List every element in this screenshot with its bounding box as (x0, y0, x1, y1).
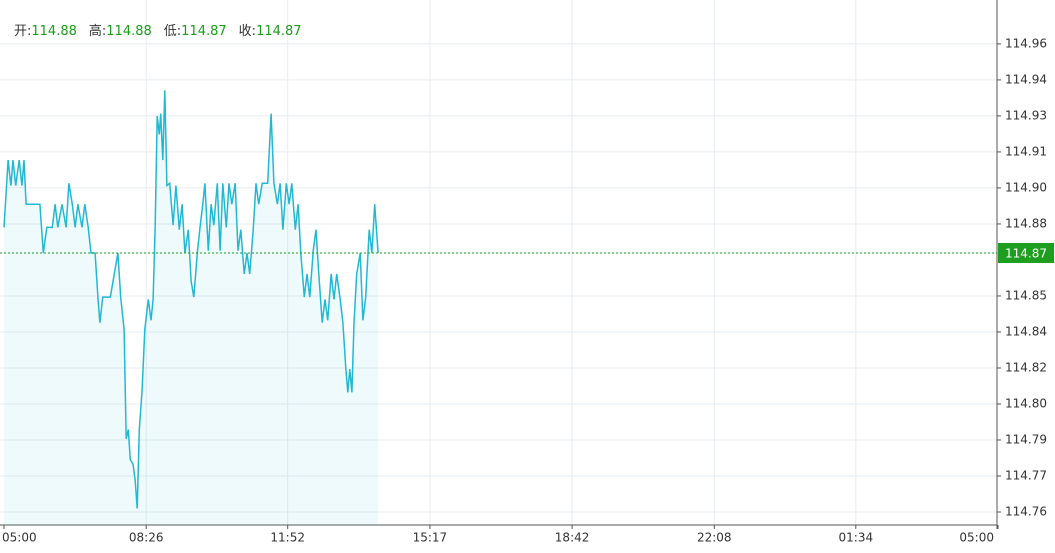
y-tick-label: 114.94 (1005, 72, 1047, 86)
x-tick-label: 01:34 (839, 531, 874, 545)
x-tick-label: 08:26 (129, 531, 164, 545)
ohlc-value: 114.87 (181, 24, 227, 39)
y-tick-label: 114.82 (1005, 360, 1047, 374)
current-price-box (998, 242, 1054, 263)
x-tick-label: 11:52 (270, 531, 305, 545)
ohlc-item: 收:114.87 (239, 20, 302, 39)
y-tick-label: 114.90 (1005, 180, 1047, 194)
current-price-label: 114.87 (1005, 246, 1047, 260)
y-tick-label: 114.76 (1005, 504, 1047, 518)
ohlc-value: 114.87 (256, 24, 302, 39)
ohlc-item: 低:114.87 (164, 20, 227, 39)
area (4, 90, 379, 526)
ohlc-value: 114.88 (31, 24, 77, 39)
y-tick-label: 114.80 (1005, 396, 1047, 410)
x-tick-label: 22:08 (697, 531, 732, 545)
line (3, 90, 379, 509)
ohlc-label: 低: (163, 24, 182, 39)
ohlc-label: 收: (238, 24, 257, 39)
ohlc-label: 高: (88, 24, 107, 39)
ohlc-label: 开: (14, 24, 32, 39)
x-tick-label: 05:00 (959, 531, 994, 545)
y-tick-label: 114.91 (1005, 144, 1047, 158)
ohlc-header: 开:114.88 高:114.88 低:114.87 收:114.87 (14, 20, 302, 39)
y-tick-label: 114.79 (1005, 432, 1047, 446)
x-tick-label: 05:00 (2, 531, 37, 545)
ohlc-item: 开:114.88 (14, 20, 77, 39)
y-tick-label: 114.77 (1005, 468, 1047, 482)
y-tick-label: 114.93 (1005, 108, 1047, 122)
ohlc-item: 高:114.88 (89, 20, 152, 39)
y-tick-label: 114.85 (1005, 288, 1047, 302)
y-tick-label: 114.88 (1005, 216, 1047, 230)
x-tick-label: 15:17 (413, 531, 448, 545)
y-tick-label: 114.96 (1005, 36, 1047, 50)
x-tick-label: 18:42 (555, 531, 590, 545)
y-tick-label: 114.84 (1005, 324, 1047, 338)
ohlc-value: 114.88 (106, 24, 152, 39)
